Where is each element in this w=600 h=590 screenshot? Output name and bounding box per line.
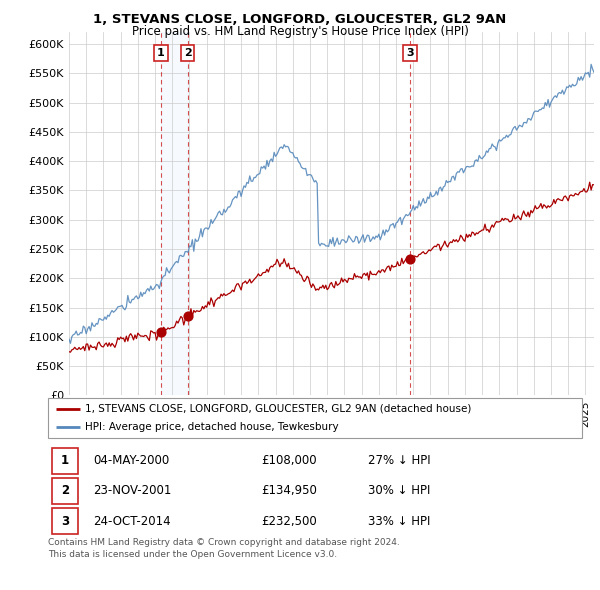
- Text: 30% ↓ HPI: 30% ↓ HPI: [368, 484, 431, 497]
- Text: 1: 1: [61, 454, 69, 467]
- Text: 2: 2: [61, 484, 69, 497]
- Text: 23-NOV-2001: 23-NOV-2001: [94, 484, 172, 497]
- Text: Price paid vs. HM Land Registry's House Price Index (HPI): Price paid vs. HM Land Registry's House …: [131, 25, 469, 38]
- Text: 1, STEVANS CLOSE, LONGFORD, GLOUCESTER, GL2 9AN (detached house): 1, STEVANS CLOSE, LONGFORD, GLOUCESTER, …: [85, 404, 472, 414]
- Text: 2: 2: [184, 48, 191, 58]
- Text: 3: 3: [61, 514, 69, 527]
- Point: [183, 312, 193, 321]
- Point: [156, 327, 166, 337]
- Text: 33% ↓ HPI: 33% ↓ HPI: [368, 514, 431, 527]
- Text: This data is licensed under the Open Government Licence v3.0.: This data is licensed under the Open Gov…: [48, 550, 337, 559]
- Bar: [161, 32, 188, 395]
- Text: £134,950: £134,950: [262, 484, 317, 497]
- Text: 3: 3: [406, 48, 414, 58]
- Text: £108,000: £108,000: [262, 454, 317, 467]
- Text: Contains HM Land Registry data © Crown copyright and database right 2024.: Contains HM Land Registry data © Crown c…: [48, 538, 400, 547]
- Text: £232,500: £232,500: [262, 514, 317, 527]
- Text: 1: 1: [157, 48, 165, 58]
- Text: HPI: Average price, detached house, Tewkesbury: HPI: Average price, detached house, Tewk…: [85, 421, 339, 431]
- Text: 24-OCT-2014: 24-OCT-2014: [94, 514, 171, 527]
- FancyBboxPatch shape: [52, 478, 78, 504]
- Text: 1, STEVANS CLOSE, LONGFORD, GLOUCESTER, GL2 9AN: 1, STEVANS CLOSE, LONGFORD, GLOUCESTER, …: [94, 13, 506, 26]
- Text: 04-MAY-2000: 04-MAY-2000: [94, 454, 170, 467]
- Point: [405, 254, 415, 264]
- FancyBboxPatch shape: [52, 509, 78, 534]
- Text: 27% ↓ HPI: 27% ↓ HPI: [368, 454, 431, 467]
- FancyBboxPatch shape: [48, 398, 582, 438]
- FancyBboxPatch shape: [52, 448, 78, 474]
